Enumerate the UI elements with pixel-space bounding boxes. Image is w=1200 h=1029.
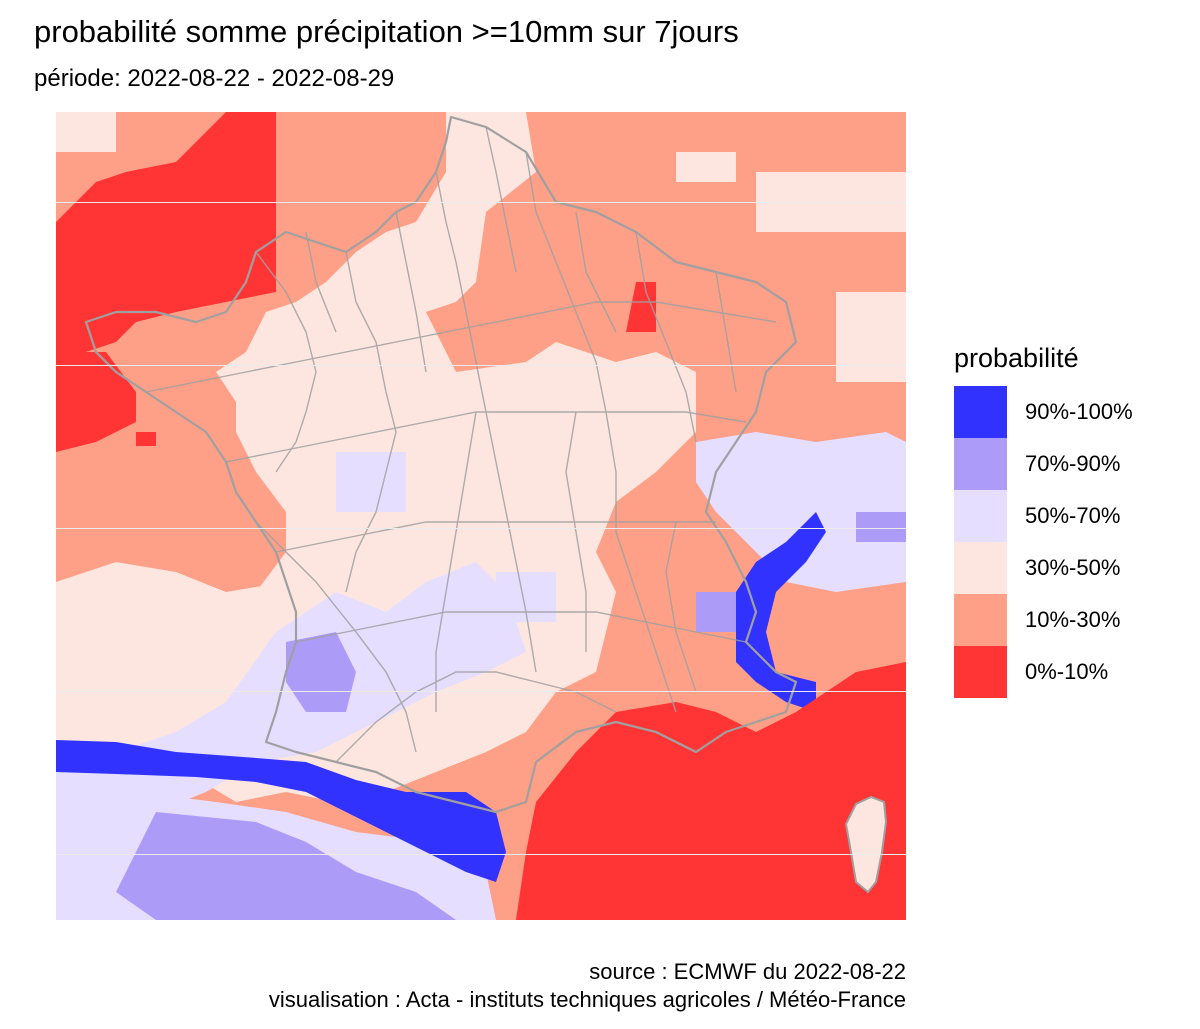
legend-label: 10%-30% — [1025, 607, 1121, 632]
legend-swatch — [954, 646, 1007, 698]
zone-0-10-atlantic-north — [56, 112, 276, 352]
legend-item: 10%-30% — [954, 594, 1194, 646]
legend-label: 90%-100% — [1025, 399, 1133, 424]
legend-title: probabilité — [954, 343, 1079, 373]
zone-30-50-ne3 — [676, 152, 736, 182]
zone-50-70-center — [336, 452, 406, 512]
zone-0-10-mediterranean — [516, 662, 906, 920]
legend-label: 0%-10% — [1025, 659, 1109, 684]
department-boundaries — [145, 126, 777, 763]
gridline-h1 — [56, 202, 906, 203]
legend: probabilité 90%-100% 70%-90% 50%-70% 30%-50… — [954, 340, 1194, 698]
legend-swatch — [954, 594, 1007, 646]
map-title: probabilité somme précipitation >=10mm s… — [34, 14, 739, 49]
zone-70-90-landes — [286, 632, 356, 712]
france-outline — [84, 115, 798, 814]
legend-swatch — [954, 542, 1007, 594]
legend-label: 30%-50% — [1025, 555, 1121, 580]
gridline-h5 — [56, 854, 906, 855]
legend-label: 50%-70% — [1025, 503, 1121, 528]
caption-credit: visualisation : Acta - instituts techniq… — [268, 987, 906, 1012]
legend-item: 70%-90% — [954, 438, 1194, 490]
legend-item: 0%-10% — [954, 646, 1194, 698]
zone-90-100-alps — [736, 512, 826, 712]
zone-0-10-champagne — [626, 282, 656, 332]
map-subtitle: période: 2022-08-22 - 2022-08-29 — [34, 65, 395, 92]
zone-70-90-south — [116, 812, 456, 920]
zone-30-50-ne2 — [836, 292, 906, 382]
legend-swatch — [954, 490, 1007, 542]
zone-30-50-nw — [56, 112, 116, 152]
probability-map — [56, 112, 906, 920]
zone-70-90-swiss — [856, 512, 906, 542]
legend-swatch — [954, 386, 1007, 438]
legend-items: 90%-100% 70%-90% 50%-70% 30%-50% 10%-30% 0%-1… — [954, 386, 1194, 698]
zone-50-70-alps — [696, 432, 906, 592]
gridline-h4 — [56, 691, 906, 692]
legend-swatch — [954, 438, 1007, 490]
corsica-island — [844, 795, 888, 894]
zone-0-10-patch — [136, 432, 156, 446]
legend-label: 70%-90% — [1025, 451, 1121, 476]
gridline-h3 — [56, 528, 906, 529]
zone-0-10-brittany-west — [56, 352, 136, 452]
zone-70-90-alps — [696, 592, 736, 632]
legend-item: 50%-70% — [954, 490, 1194, 542]
gridline-h2 — [56, 365, 906, 366]
legend-item: 90%-100% — [954, 386, 1194, 438]
legend-item: 30%-50% — [954, 542, 1194, 594]
caption-source: source : ECMWF du 2022-08-22 — [589, 959, 906, 984]
zone-90-100-pyrenees — [56, 740, 506, 882]
